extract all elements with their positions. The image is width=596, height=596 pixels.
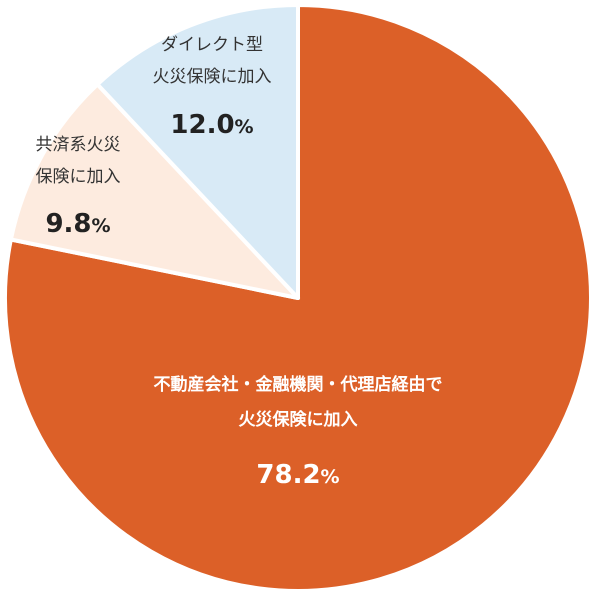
- slice-label-group-2: ダイレクト型 火災保険に加入 12.0%: [153, 35, 272, 140]
- slice-value-label: 12.0%: [170, 110, 253, 140]
- slice-value-number: 9.8: [45, 209, 91, 239]
- slice-label-group-0: 不動産会社・金融機関・代理店経由で 火災保険に加入 78.2%: [154, 374, 443, 490]
- slice-value-label: 9.8%: [45, 209, 110, 239]
- slice-value-number: 12.0: [170, 110, 234, 140]
- pie-slice-0: [3, 3, 593, 593]
- slice-label-line: 不動産会社・金融機関・代理店経由で: [154, 374, 443, 395]
- slice-label-line: 共済系火災: [36, 135, 121, 155]
- slice-label-group-1: 共済系火災 保険に加入 9.8%: [36, 135, 121, 239]
- pie-slice-2: [95, 3, 300, 300]
- slice-label-line: 火災保険に加入: [153, 67, 272, 87]
- pie-slice-1: [8, 82, 300, 300]
- slice-value-unit: %: [321, 466, 340, 488]
- pie-slices: [3, 3, 593, 593]
- slice-label-line: 火災保険に加入: [239, 409, 358, 430]
- slice-value-number: 78.2: [256, 460, 320, 490]
- slice-label-line: 保険に加入: [36, 167, 121, 187]
- slice-value-unit: %: [235, 116, 254, 138]
- slice-label-line: ダイレクト型: [161, 35, 263, 55]
- slice-value-label: 78.2%: [256, 460, 339, 490]
- slice-value-unit: %: [92, 215, 111, 237]
